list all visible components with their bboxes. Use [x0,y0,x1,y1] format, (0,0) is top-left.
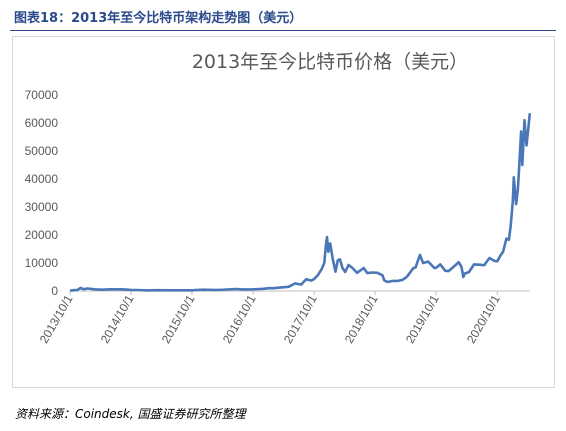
figure-title: 图表18：2013年至今比特币架构走势图（美元） [14,11,303,26]
y-tick-label: 40000 [25,172,59,186]
y-tick-label: 70000 [25,88,59,102]
header-divider [10,30,556,31]
y-tick-label: 10000 [25,256,59,270]
y-tick-label: 30000 [25,200,59,214]
x-tick-label: 2014/10/1 [98,292,137,346]
chart-title: 2013年至今比特币价格（美元） [192,51,468,73]
x-tick-label: 2017/10/1 [281,292,320,346]
x-tick-label: 2013/10/1 [37,292,76,346]
x-tick-label: 2019/10/1 [403,292,442,346]
chart-frame [12,36,555,388]
x-tick-label: 2020/10/1 [464,292,503,346]
y-axis-ticks: 0 10000 20000 30000 40000 50000 60000 70000 [25,88,59,298]
y-tick-label: 0 [51,284,58,298]
x-axis-ticks: 2013/10/1 2014/10/1 2015/10/1 2016/10/1 2017… [37,292,503,346]
y-tick-label: 20000 [25,228,59,242]
x-tick-label: 2018/10/1 [342,292,381,346]
x-tick-label: 2015/10/1 [159,292,198,346]
x-axis-tick-marks [69,291,498,295]
source-note: 资料来源：Coindesk, 国盛证券研究所整理 [15,407,246,421]
y-tick-label: 50000 [25,144,59,158]
price-series-line [69,113,532,292]
x-tick-label: 2016/10/1 [220,292,259,346]
y-tick-label: 60000 [25,116,59,130]
